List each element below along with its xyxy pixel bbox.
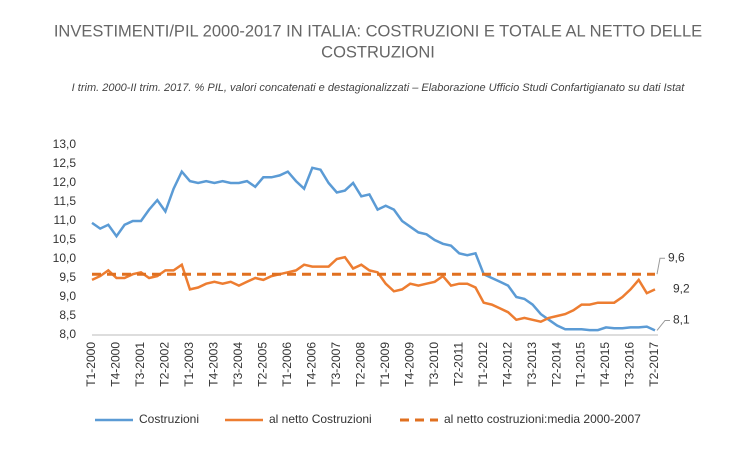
- legend-label: al netto Costruzioni: [269, 412, 372, 426]
- x-tick-label: T4-2006: [304, 342, 318, 387]
- label-leader: [656, 257, 665, 275]
- x-tick-label: T3-2007: [329, 342, 343, 387]
- y-tick-label: 8,5: [59, 308, 76, 322]
- legend-label: Costruzioni: [139, 412, 199, 426]
- y-tick-label: 9,0: [59, 289, 76, 303]
- y-tick-label: 10,5: [53, 232, 77, 246]
- x-tick-label: T2-2017: [647, 342, 661, 387]
- x-tick-label: T4-2000: [109, 342, 123, 387]
- chart-title: INVESTIMENTI/PIL 2000-2017 IN ITALIA: CO…: [54, 22, 702, 40]
- y-tick-label: 13,0: [53, 137, 77, 151]
- y-tick-label: 10,0: [53, 251, 77, 265]
- x-tick-label: T4-2012: [500, 342, 514, 387]
- x-tick-label: T1-2012: [476, 342, 490, 387]
- x-tick-label: T4-2009: [402, 342, 416, 387]
- value-label: 9,6: [668, 250, 685, 264]
- y-tick-label: 12,0: [53, 175, 77, 189]
- x-tick-label: T4-2015: [598, 342, 612, 387]
- chart-title: COSTRUZIONI: [321, 43, 435, 61]
- legend-label: al netto costruzioni:media 2000-2007: [444, 412, 641, 426]
- x-tick-label: T1-2015: [574, 342, 588, 387]
- line-series: [91, 166, 656, 332]
- x-tick-label: T1-2003: [182, 342, 196, 387]
- y-tick-label: 11,0: [54, 213, 77, 227]
- x-tick-label: T1-2006: [280, 342, 294, 387]
- line-series: [91, 255, 656, 324]
- value-label: 8,1: [673, 313, 690, 327]
- x-tick-label: T2-2014: [549, 342, 563, 387]
- x-tick-label: T3-2001: [133, 342, 147, 387]
- value-label: 9,2: [673, 282, 690, 296]
- x-tick-label: T3-2016: [623, 342, 637, 387]
- y-tick-label: 12,5: [53, 156, 77, 170]
- x-tick-label: T3-2013: [525, 342, 539, 387]
- x-tick-label: T4-2003: [207, 342, 221, 387]
- y-tick-label: 11,5: [54, 194, 77, 208]
- x-tick-label: T1-2009: [378, 342, 392, 387]
- label-leader: [656, 319, 670, 331]
- x-tick-label: T1-2000: [84, 342, 98, 387]
- x-tick-label: T2-2008: [353, 342, 367, 387]
- x-tick-label: T3-2010: [427, 342, 441, 387]
- chart-subtitle: I trim. 2000-II trim. 2017. % PIL, valor…: [72, 82, 686, 94]
- y-tick-label: 8,0: [59, 327, 76, 341]
- y-tick-label: 9,5: [59, 270, 76, 284]
- x-tick-label: T3-2004: [231, 342, 245, 387]
- x-tick-label: T2-2011: [451, 342, 465, 386]
- x-tick-label: T2-2005: [256, 342, 270, 387]
- x-tick-label: T2-2002: [158, 342, 172, 387]
